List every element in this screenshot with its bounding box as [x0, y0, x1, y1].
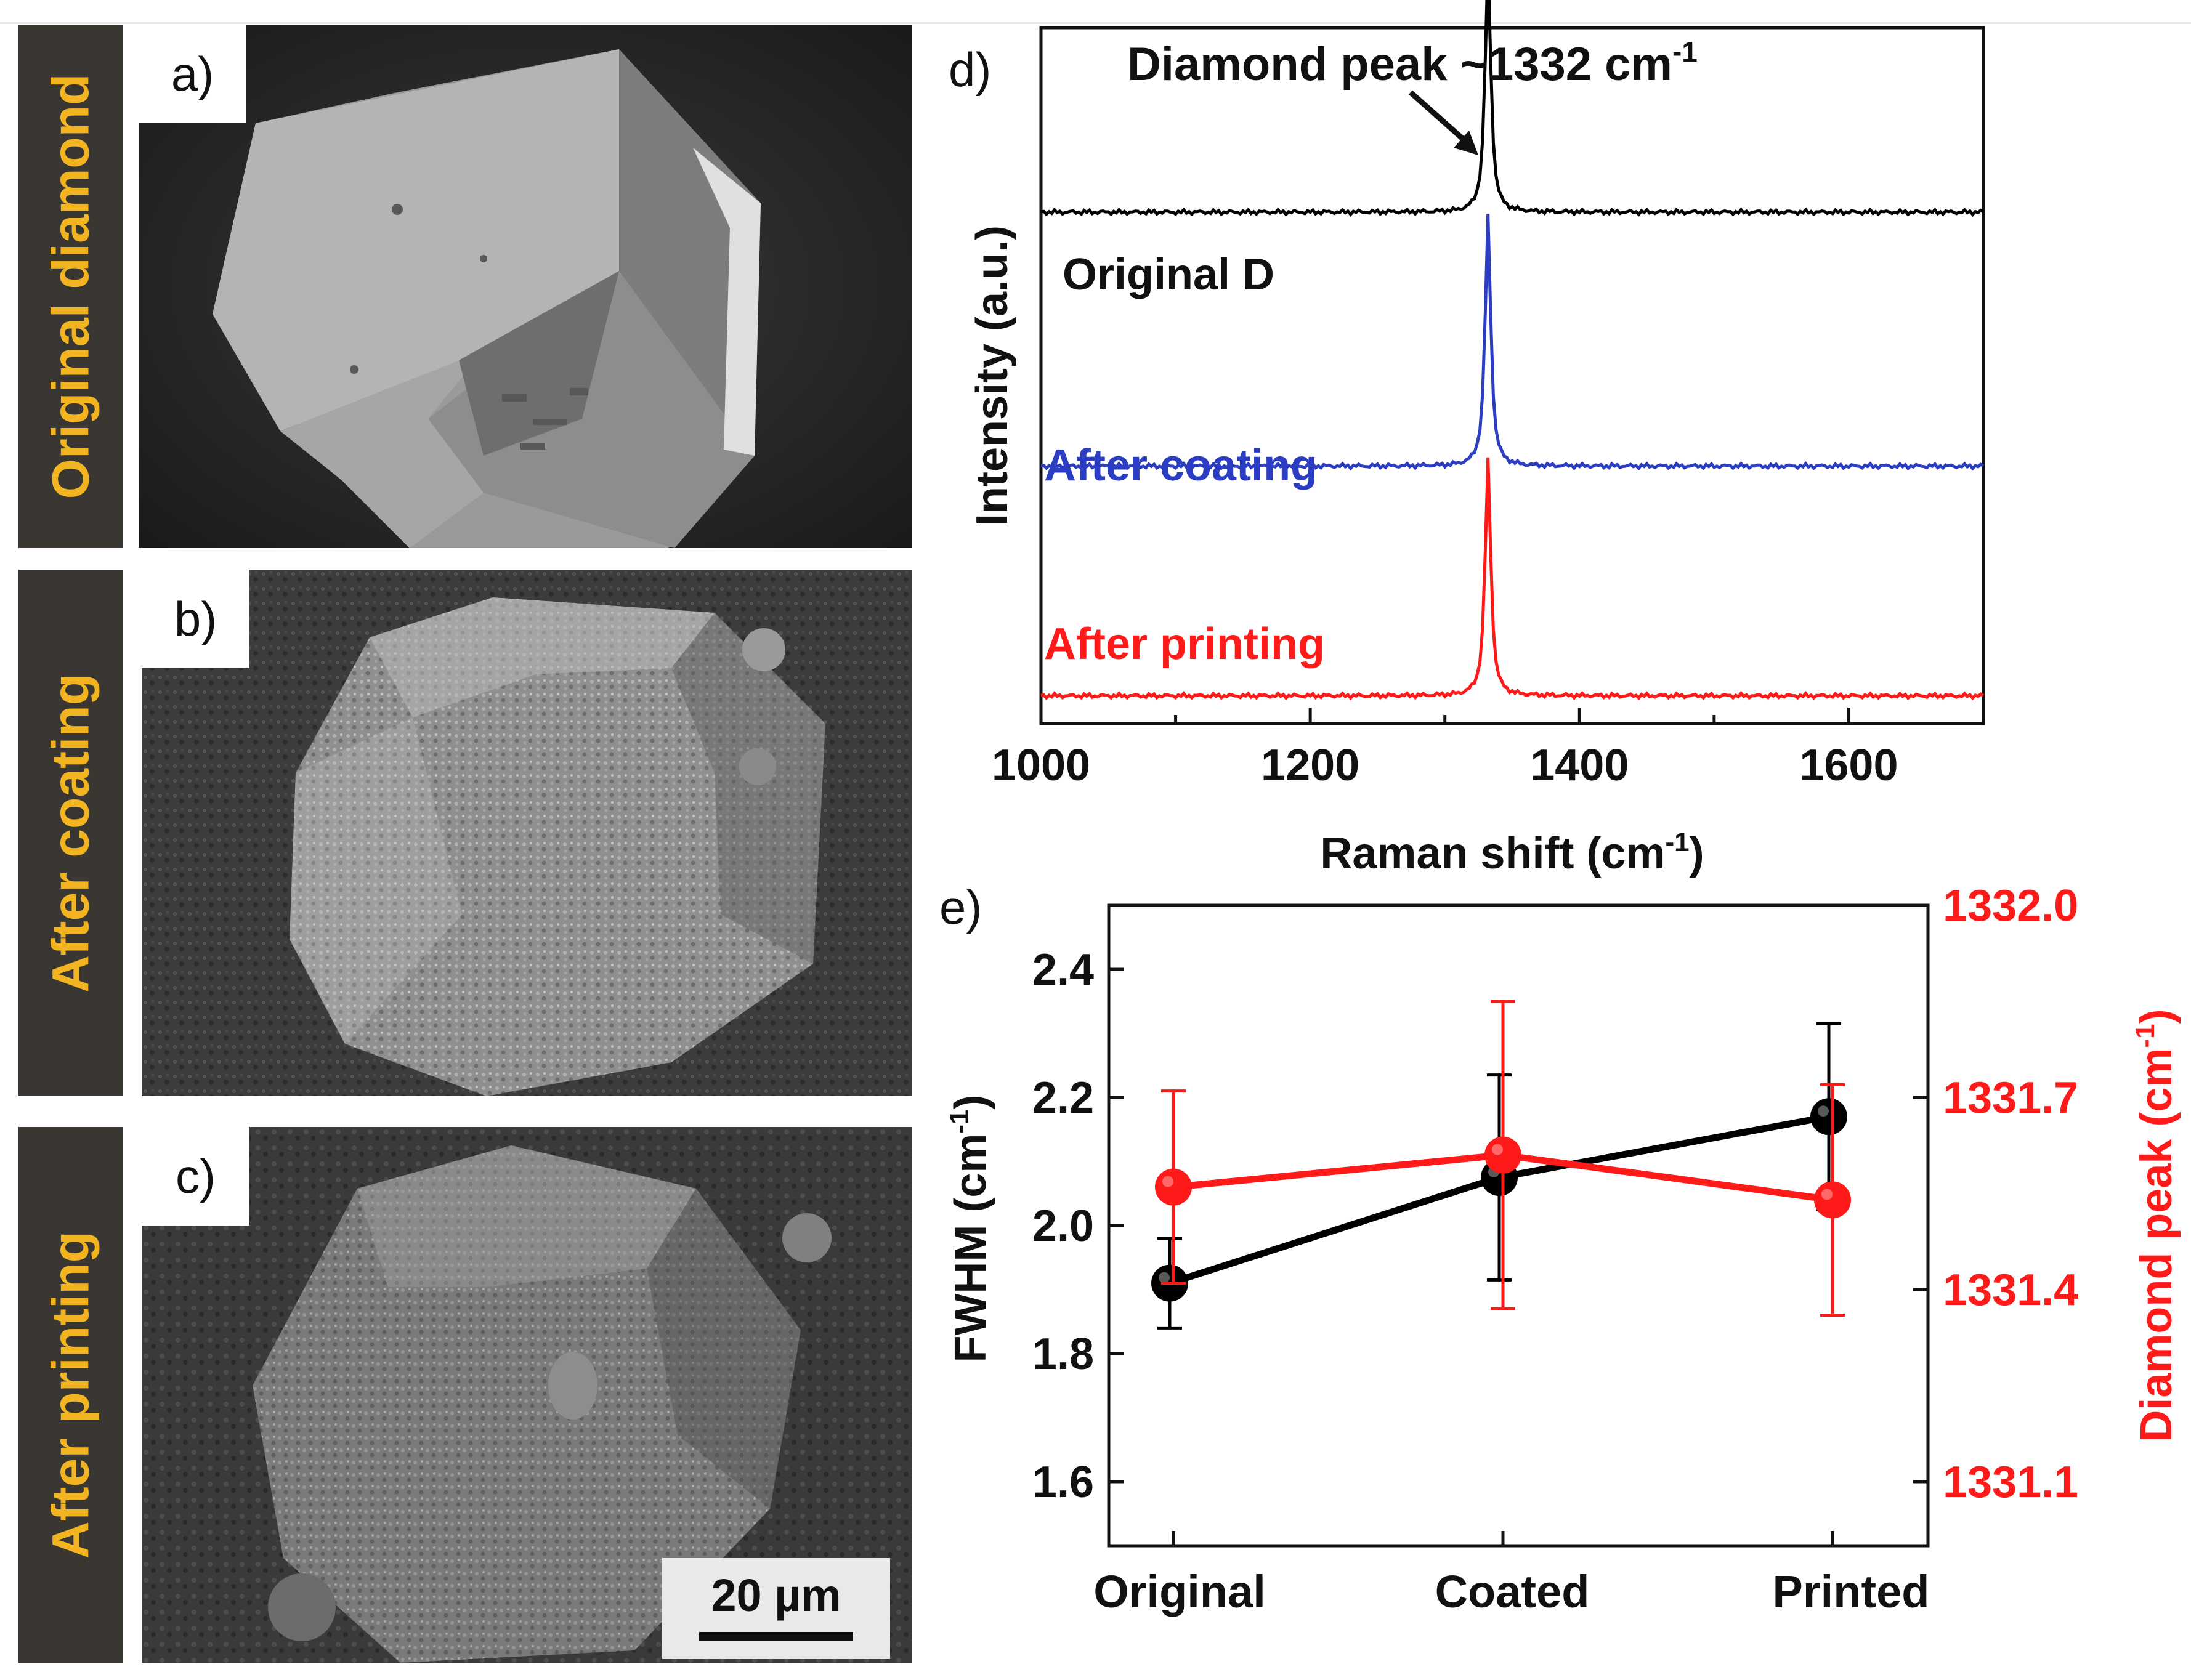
raman-frame: [1039, 26, 1985, 725]
fwhm-left-tick-label: 2.2: [1032, 1073, 1094, 1123]
raman-xticks: 1000 1200 1400 1600: [992, 708, 1985, 790]
scale-bar-line: [699, 1632, 853, 1641]
sem-image-coating: b): [142, 570, 912, 1096]
sem-image-printing: c) 20 µm: [142, 1127, 912, 1663]
scale-bar-text: 20 µm: [711, 1570, 841, 1621]
panel-label-b: b): [142, 570, 249, 668]
fwhm-frame: [1107, 903, 1930, 1548]
fwhm-series-group: [1151, 1000, 1851, 1330]
fwhm-data-point-highlight: [1821, 1189, 1833, 1200]
raman-xtick-label: 1000: [992, 741, 1090, 790]
fwhm-category-ticks: Original Coated Printed: [1093, 1531, 1929, 1617]
fwhm-category-label: Original: [1093, 1566, 1266, 1617]
raman-xlabel: Raman shift (cm-1): [1320, 827, 1704, 878]
side-label-coating: After coating: [18, 570, 123, 1096]
fwhm-left-tick-label: 1.6: [1032, 1458, 1094, 1507]
panel-label-d: d): [949, 42, 991, 97]
raman-annotation-arrow: [1409, 90, 1468, 144]
raman-series-line: [1040, 457, 1985, 701]
fwhm-data-point: [1810, 1098, 1847, 1136]
panel-label-a: a): [139, 25, 246, 123]
raman-annotation-arrowhead: [1454, 131, 1478, 155]
raman-series-line: [1040, 214, 1985, 471]
raman-series-group: [1040, 0, 1985, 701]
fwhm-right-tick-label: 1332.0: [1943, 881, 2078, 931]
fwhm-data-point: [1814, 1181, 1851, 1219]
fwhm-right-tick-label: 1331.7: [1943, 1073, 2078, 1123]
raman-label-printing: After printing: [1044, 620, 1325, 669]
side-label-original: Original diamond: [18, 25, 123, 548]
fwhm-data-point-highlight: [1162, 1176, 1173, 1187]
raman-xtick-label: 1600: [1799, 741, 1898, 790]
raman-xtick-label: 1200: [1261, 741, 1359, 790]
fwhm-left-tick-label: 1.8: [1032, 1330, 1094, 1379]
raman-label-coating: After coating: [1044, 441, 1318, 490]
fwhm-ylabel-left: FWHM (cm-1): [944, 1094, 995, 1362]
fwhm-right-tick-label: 1331.4: [1943, 1266, 2078, 1315]
raman-xtick-label: 1400: [1530, 741, 1629, 790]
fwhm-ylabel-right: Diamond peak (cm-1): [2130, 1009, 2181, 1442]
fwhm-right-tick-label: 1331.1: [1943, 1458, 2078, 1507]
side-label-printing: After printing: [18, 1127, 123, 1663]
scale-bar: 20 µm: [662, 1558, 890, 1659]
raman-ylabel: Intensity (a.u.): [968, 225, 1017, 526]
raman-peak-annotation: Diamond peak ~1332 cm-1: [1127, 36, 1698, 91]
fwhm-data-point-highlight: [1159, 1272, 1170, 1283]
raman-series-line: [1040, 0, 1985, 217]
fwhm-data-point-highlight: [1492, 1144, 1503, 1155]
panel-label-c: c): [142, 1127, 249, 1226]
fwhm-left-ticks: 1.6 1.8 2.0 2.2 2.4: [1032, 945, 1124, 1507]
sem-image-original: a): [139, 25, 912, 548]
fwhm-data-point: [1484, 1136, 1521, 1174]
fwhm-right-ticks: 1331.1 1331.4 1331.7 1332.0: [1913, 881, 2078, 1507]
panel-label-e: e): [939, 880, 982, 934]
fwhm-category-label: Printed: [1773, 1566, 1930, 1617]
fwhm-data-point-highlight: [1818, 1105, 1829, 1117]
raman-label-original: Original D: [1063, 250, 1274, 299]
top-divider: [0, 22, 2191, 24]
fwhm-left-tick-label: 2.4: [1032, 945, 1094, 995]
fwhm-data-point: [1155, 1168, 1192, 1206]
fwhm-left-tick-label: 2.0: [1032, 1201, 1094, 1251]
fwhm-category-label: Coated: [1435, 1566, 1590, 1617]
